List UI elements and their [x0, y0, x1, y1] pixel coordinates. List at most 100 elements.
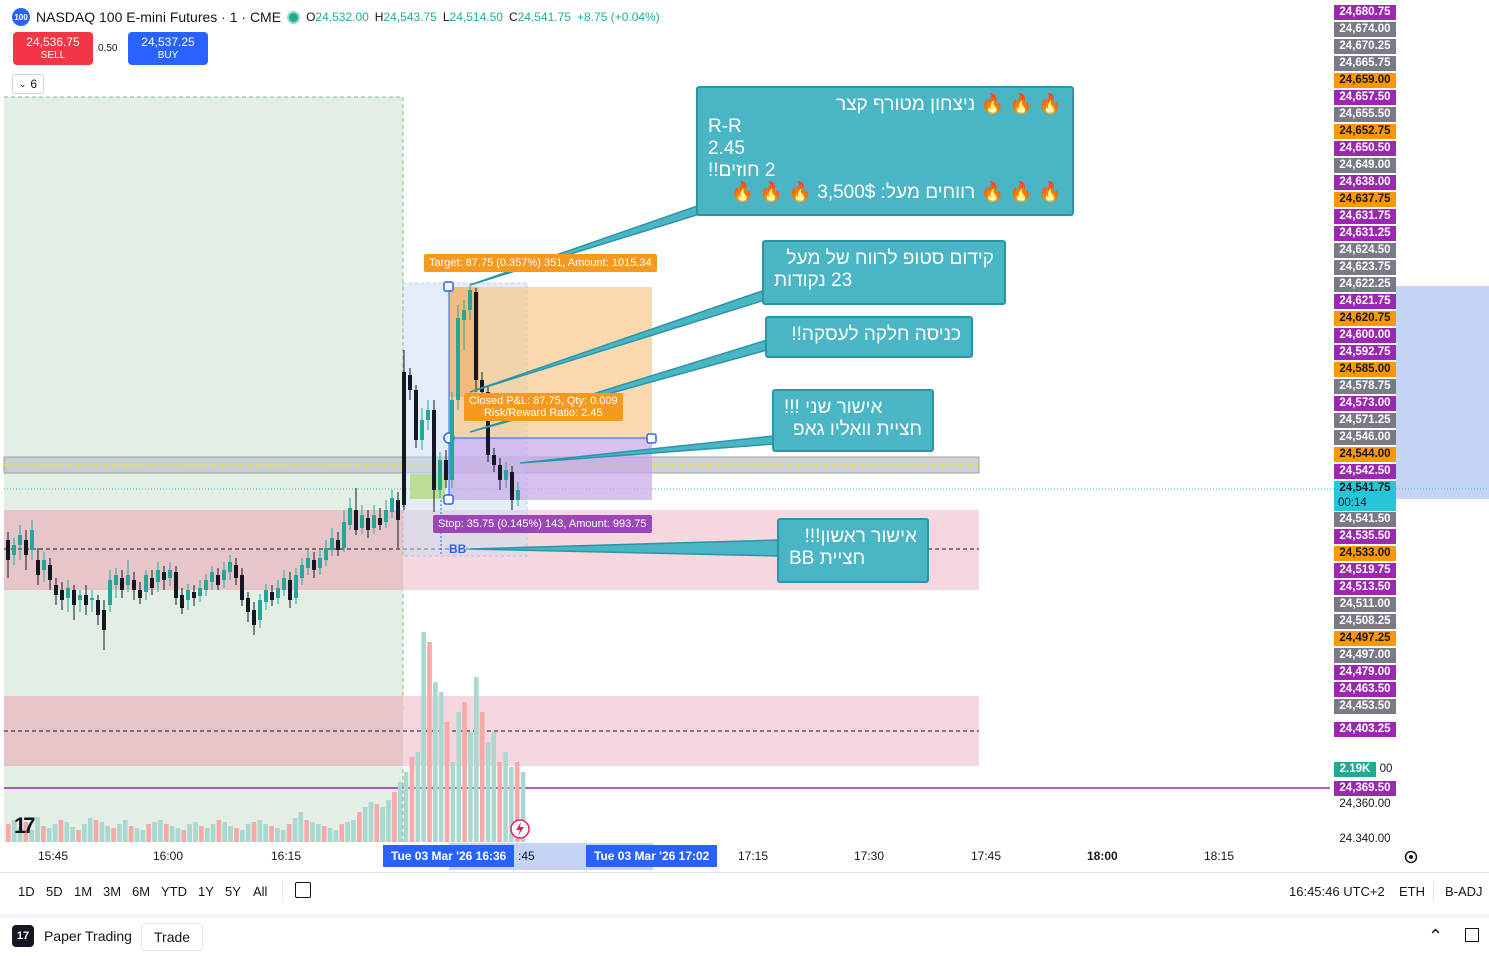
range-5y[interactable]: 5Y: [225, 884, 241, 899]
clock-display[interactable]: 16:45:46 UTC+2: [1289, 884, 1385, 899]
callout-line: אישור שני !!!: [784, 397, 883, 418]
indicators-collapse-button[interactable]: ⌄ 6: [12, 74, 44, 94]
volume-bar: [82, 824, 87, 842]
candle-body: [60, 590, 64, 600]
candle-body: [6, 540, 10, 560]
candle-body: [402, 372, 406, 505]
range-all[interactable]: All: [253, 884, 268, 899]
buy-button[interactable]: 24,537.25 BUY: [128, 32, 208, 65]
target-handle[interactable]: [443, 281, 454, 292]
sell-button[interactable]: 24,536.75 SELL: [13, 32, 93, 65]
axis-settings-icon[interactable]: [1404, 850, 1418, 864]
maximize-icon[interactable]: [1465, 928, 1479, 942]
volume-bar: [374, 804, 380, 842]
toolbar-divider: [282, 881, 283, 901]
width-handle[interactable]: [646, 433, 657, 444]
volume-bar: [450, 762, 456, 842]
volume-bar: [152, 822, 157, 842]
volume-bar: [245, 824, 251, 842]
callout-line: 23 נקודות: [774, 270, 853, 291]
callout-confirm-1[interactable]: אישור ראשון!!! חציית BB: [777, 518, 929, 583]
candle-body: [396, 500, 400, 520]
trade-button[interactable]: Trade: [141, 923, 204, 951]
market-status-icon[interactable]: [287, 10, 301, 24]
range-6m[interactable]: 6M: [132, 884, 151, 899]
candle-body: [132, 580, 136, 590]
range-1m[interactable]: 1M: [74, 884, 93, 899]
stop-handle[interactable]: [443, 494, 454, 505]
volume-bar: [187, 824, 192, 842]
time-tick: 18:00: [1087, 849, 1118, 863]
volume-bar: [93, 820, 99, 842]
callout-line: 2 חוזים!!: [708, 160, 776, 181]
candle-body: [264, 590, 268, 602]
candle-body: [228, 562, 232, 572]
candle-body: [366, 518, 370, 530]
volume-bar: [286, 824, 292, 842]
candle-body: [234, 565, 238, 578]
stop-label: Stop: 35.75 (0.145%) 143, Amount: 993.75: [433, 515, 652, 533]
candle-body: [432, 410, 436, 490]
candle-body: [474, 292, 478, 380]
range-ytd[interactable]: YTD: [161, 884, 187, 899]
callout-stop-trail[interactable]: קידום סטופ לרווח של מעל 23 נקודות: [762, 240, 1006, 305]
range-1y[interactable]: 1Y: [198, 884, 214, 899]
adjust-toggle[interactable]: B-ADJ: [1445, 884, 1483, 899]
candle-body: [288, 580, 292, 600]
paper-trading-label[interactable]: Paper Trading: [44, 928, 132, 944]
candle-body: [324, 548, 328, 560]
candle-body: [48, 565, 52, 580]
price-level-label: 24,650.50: [1334, 141, 1396, 156]
candle-body: [18, 535, 22, 545]
callout-confirm-2[interactable]: אישור שני !!! חציית וואליו גאפ: [772, 389, 934, 452]
volume-bar: [292, 818, 298, 842]
candle-body: [114, 575, 118, 585]
volume-bar: [128, 826, 134, 842]
candle-body: [42, 560, 46, 570]
volume-bar: [327, 828, 333, 842]
volume-bar: [11, 820, 17, 842]
candle-body: [462, 310, 466, 320]
candle-body: [294, 575, 298, 598]
tradingview-logo[interactable]: 17: [14, 813, 36, 838]
candle-body: [168, 570, 172, 578]
candle-body: [144, 575, 148, 592]
volume-bar: [415, 752, 421, 842]
callout-line: R-R: [708, 116, 742, 137]
candle-body: [408, 375, 412, 390]
volume-bar: [520, 772, 526, 842]
range-1d[interactable]: 1D: [18, 884, 35, 899]
buy-label: BUY: [157, 49, 179, 61]
symbol-title[interactable]: NASDAQ 100 E-mini Futures · 1 · CME: [36, 9, 282, 25]
callout-line: קידום סטופ לרווח של מעל: [786, 248, 994, 269]
chevron-up-icon[interactable]: ⌃: [1428, 926, 1444, 946]
price-level-label: 24,544.00: [1334, 447, 1396, 462]
candle-body: [222, 570, 226, 580]
range-3m[interactable]: 3M: [103, 884, 122, 899]
price-level-label: 24,652.75: [1334, 124, 1396, 139]
volume-bar: [146, 824, 151, 842]
volume-bar: [216, 820, 222, 842]
candle-body: [12, 545, 16, 555]
candle-body: [246, 598, 250, 612]
price-level-label: 24,578.75: [1334, 379, 1396, 394]
range-5d[interactable]: 5D: [46, 884, 63, 899]
time-tick: 17:15: [738, 849, 769, 863]
volume-bar: [140, 830, 146, 842]
candle-body: [348, 508, 352, 525]
callout-line: חציית BB: [789, 548, 866, 569]
calendar-icon[interactable]: [295, 882, 311, 898]
volume-bar: [491, 732, 497, 842]
price-level-label: 24,513.50: [1334, 580, 1396, 595]
candle-body: [318, 558, 322, 568]
price-level-label: 24,533.00: [1334, 546, 1396, 561]
candle-body: [456, 318, 460, 400]
volume-bar: [438, 692, 444, 842]
candle-body: [414, 390, 418, 440]
callout-victory[interactable]: 🔥 🔥 🔥 ניצחון מטורף קצר R-R 2.45 2 חוזים!…: [696, 86, 1074, 216]
candle-body: [270, 592, 274, 600]
callout-entry[interactable]: כניסה חלקה לעסקה!!: [765, 316, 973, 358]
price-level-label: 24,585.00: [1334, 362, 1396, 377]
session-toggle[interactable]: ETH: [1399, 884, 1425, 899]
